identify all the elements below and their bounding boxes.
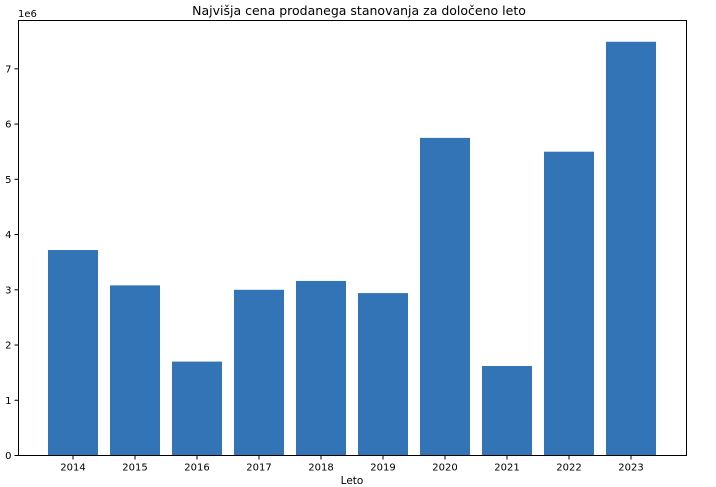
bar-2022	[544, 151, 594, 456]
x-tick-label: 2015	[122, 463, 147, 474]
bar-2017	[234, 289, 284, 456]
bar-2020	[420, 137, 470, 456]
y-tick-label: 1	[5, 396, 11, 407]
bar-2021	[482, 366, 532, 456]
bar-2016	[172, 361, 222, 456]
y-tick-label: 6	[5, 120, 11, 131]
bar-2019	[358, 293, 408, 456]
x-tick-label: 2016	[184, 463, 209, 474]
x-tick-label: 2017	[246, 463, 271, 474]
y-axis-ticks: 0 1 2 3 4 5 6 7	[5, 64, 19, 462]
y-tick-label: 0	[5, 451, 11, 462]
x-axis-ticks: 2014 2015 2016 2017 2018 2019 2020 2021 2022 2023	[60, 455, 644, 474]
x-axis-label: Leto	[341, 475, 364, 487]
x-tick-label: 2019	[370, 463, 395, 474]
bars-group	[48, 41, 656, 456]
plot-frame	[18, 20, 687, 456]
bar-2014	[48, 250, 98, 456]
y-tick-label: 4	[5, 230, 11, 241]
x-tick-label: 2023	[618, 463, 643, 474]
bar-2015	[110, 285, 160, 456]
x-tick-label: 2014	[60, 463, 85, 474]
chart-title: Najvišja cena prodanega stanovanja za do…	[192, 3, 526, 18]
y-scale-multiplier: 1e6	[18, 9, 37, 20]
y-tick-label: 7	[5, 64, 11, 75]
y-tick-label: 2	[5, 341, 11, 352]
x-tick-label: 2021	[494, 463, 519, 474]
bar-2023	[606, 41, 656, 456]
bar-2018	[296, 280, 346, 456]
y-tick-label: 5	[5, 175, 11, 186]
y-tick-label: 3	[5, 285, 11, 296]
x-tick-label: 2022	[556, 463, 581, 474]
x-tick-label: 2020	[432, 463, 457, 474]
x-tick-label: 2018	[308, 463, 333, 474]
